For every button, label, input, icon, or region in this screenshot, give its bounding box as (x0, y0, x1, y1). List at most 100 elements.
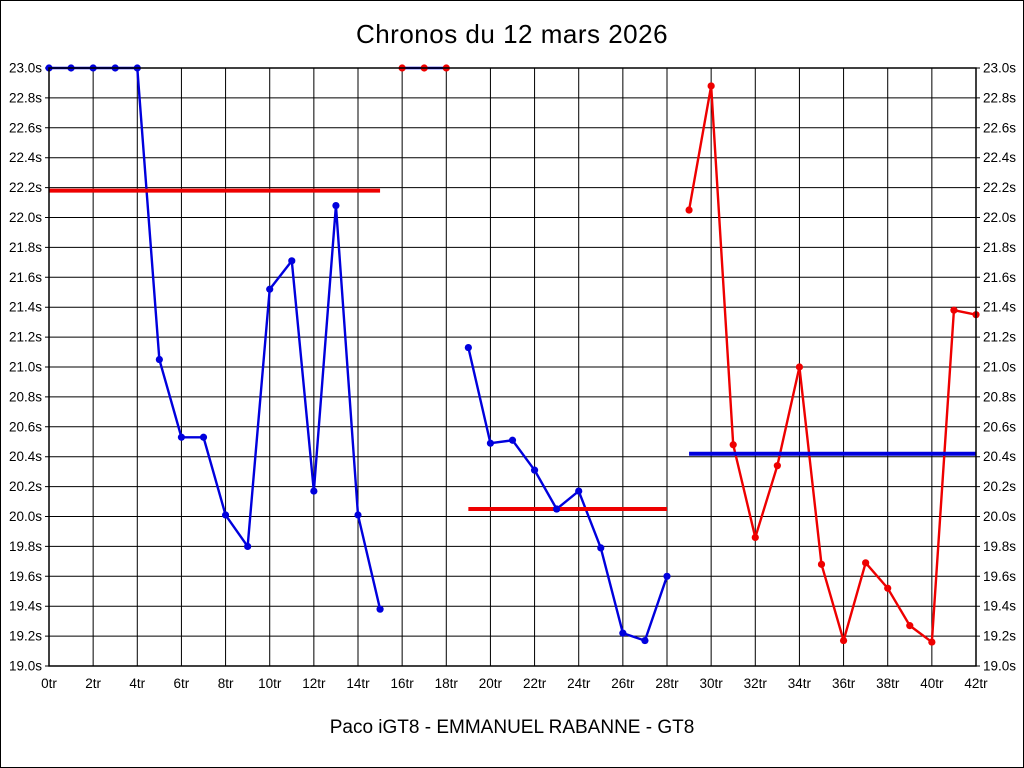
x-tick: 12tr (302, 676, 326, 691)
y-tick-right: 20.6s (983, 419, 1016, 434)
x-tick: 20tr (479, 676, 503, 691)
data-point-stint-3-red-lap-37 (862, 559, 870, 567)
series-line-stint-2-blue (467, 346, 669, 642)
x-tick: 28tr (655, 676, 679, 691)
data-point-stint-1-blue-lap-15 (376, 605, 384, 613)
y-tick-left: 23.0s (9, 61, 42, 76)
data-point-stint-3-red-lap-32 (751, 533, 759, 542)
y-tick-left: 22.8s (9, 90, 42, 105)
chart-title: Chronos du 12 mars 2026 (355, 19, 669, 49)
data-point-stint-1-blue-lap-12 (310, 487, 318, 495)
data-point-stint-2-blue-lap-23 (553, 505, 561, 513)
series-markers (45, 64, 980, 646)
data-point-stint-3-red-lap-41 (950, 306, 958, 314)
x-tick: 10tr (258, 676, 282, 691)
x-tick: 6tr (174, 676, 190, 691)
y-tick-left: 22.2s (9, 180, 42, 195)
y-tick-left: 19.8s (9, 539, 42, 554)
y-tick-left: 20.6s (9, 419, 42, 434)
y-tick-right: 19.2s (983, 629, 1016, 644)
y-tick-right: 20.0s (983, 509, 1016, 524)
y-tick-right: 19.8s (983, 539, 1016, 554)
y-tick-right: 19.6s (983, 569, 1016, 584)
y-tick-left: 22.0s (9, 210, 42, 225)
y-tick-left: 19.6s (9, 569, 42, 584)
y-tick-right: 19.0s (983, 659, 1016, 674)
reference-lines (49, 188, 976, 512)
y-tick-right: 21.2s (983, 330, 1016, 345)
x-tick: 0tr (41, 676, 57, 691)
data-point-stint-1-blue-lap-7 (199, 433, 208, 441)
y-tick-left: 22.4s (9, 150, 42, 165)
x-tick: 40tr (920, 676, 944, 691)
data-point-stint-3-red-lap-29 (685, 206, 693, 214)
y-tick-left: 21.6s (9, 270, 42, 285)
y-tick-right: 21.0s (983, 360, 1016, 375)
x-tick: 14tr (346, 676, 370, 691)
y-tick-left: 21.4s (9, 300, 42, 315)
y-tick-left: 19.2s (9, 629, 42, 644)
data-point-stint-1-blue-lap-9 (244, 542, 252, 551)
plot-border (48, 67, 977, 667)
data-point-stint-2-blue-lap-25 (597, 544, 605, 552)
data-point-stint-2-blue-lap-27 (641, 636, 649, 645)
data-point-stint-1-blue-lap-10 (266, 285, 274, 293)
data-point-stint-1-blue-lap-6 (177, 433, 186, 441)
data-point-stint-1-blue-lap-11 (288, 257, 296, 265)
series-line-stint-1-blue (47, 66, 382, 611)
y-tick-left: 20.8s (9, 389, 42, 404)
data-point-stint-2-blue-lap-28 (663, 572, 671, 580)
y-tick-right: 20.2s (983, 479, 1016, 494)
x-tick: 8tr (218, 676, 234, 691)
y-tick-right: 19.4s (983, 599, 1016, 614)
y-tick-right: 22.8s (983, 90, 1016, 105)
data-point-stint-2-blue-lap-22 (530, 466, 539, 474)
x-tick: 26tr (611, 676, 635, 691)
data-point-stint-2-blue-lap-19 (464, 343, 472, 352)
y-tick-right: 21.6s (983, 270, 1016, 285)
data-point-stint-2-blue-lap-20 (486, 439, 495, 447)
x-tick: 4tr (129, 676, 145, 691)
data-point-stint-3-red-lap-40 (928, 638, 936, 646)
data-point-stint-3-red-lap-38 (884, 584, 892, 592)
x-tick: 2tr (85, 676, 101, 691)
x-tick: 24tr (567, 676, 591, 691)
y-tick-left: 21.0s (9, 360, 42, 375)
x-axis-labels: 0tr 2tr 4tr 6tr 8tr 10tr 12tr 14tr 16tr 18tr 20tr 2… (41, 676, 988, 691)
y-tick-right: 22.2s (983, 180, 1016, 195)
x-tick: 30tr (700, 676, 724, 691)
y-tick-right: 22.6s (983, 120, 1016, 135)
x-tick: 22tr (523, 676, 547, 691)
grid (45, 67, 980, 667)
y-tick-left: 19.0s (9, 659, 42, 674)
y-tick-right: 23.0s (983, 61, 1016, 76)
data-point-stint-2-blue-lap-21 (508, 436, 517, 444)
x-tick: 34tr (788, 676, 812, 691)
data-point-stint-2-blue-lap-26 (619, 629, 627, 637)
data-point-stint-3-red-lap-39 (906, 622, 914, 630)
data-point-stint-3-red-lap-36 (839, 636, 848, 645)
x-tick: 42tr (964, 676, 988, 691)
y-tick-right: 21.8s (983, 240, 1016, 255)
data-point-stint-1-blue-lap-13 (332, 201, 340, 210)
y-tick-right: 20.8s (983, 389, 1016, 404)
data-point-stint-3-red-lap-33 (773, 462, 781, 470)
y-tick-left: 21.2s (9, 330, 42, 345)
y-tick-left: 20.0s (9, 509, 42, 524)
x-tick: 32tr (744, 676, 768, 691)
data-point-stint-2-blue-lap-24 (575, 487, 583, 495)
y-tick-left: 19.4s (9, 599, 42, 614)
x-tick: 38tr (876, 676, 900, 691)
y-axis-labels: 23.0s 23.0s 22.8s 22.8s 22.6s 22.6s 22.4s 22.4s… (9, 61, 1016, 674)
y-tick-right: 20.4s (983, 449, 1016, 464)
data-point-stint-3-red-lap-34 (795, 363, 804, 371)
data-point-stint-1-blue-lap-8 (221, 511, 230, 519)
series-line-stint-3-red (687, 84, 978, 644)
y-tick-right: 22.0s (983, 210, 1016, 225)
x-tick: 18tr (435, 676, 459, 691)
chart-caption: Paco iGT8 - EMMANUEL RABANNE - GT8 (329, 717, 695, 738)
y-tick-right: 22.4s (983, 150, 1016, 165)
y-tick-left: 22.6s (9, 120, 42, 135)
